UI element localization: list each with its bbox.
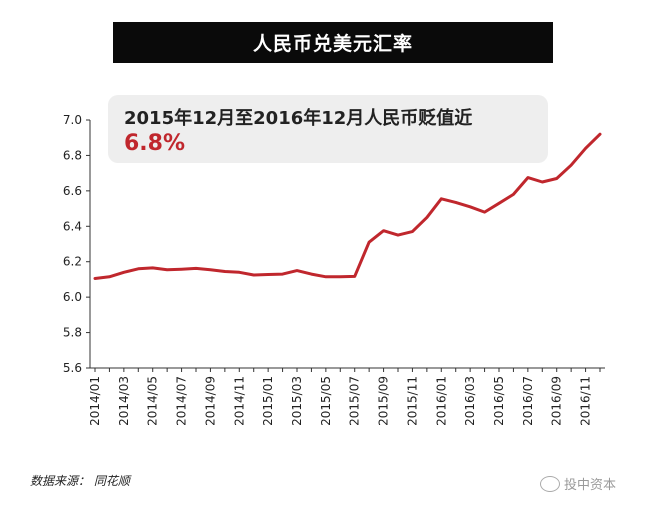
data-point (122, 271, 126, 274)
data-point (512, 193, 515, 196)
x-tick-label: 2014/03 (117, 376, 131, 426)
x-axis: 2014/01 2014/03 2014/05 2014/07 2014/09 2014/… (88, 367, 605, 426)
chart-title-banner: 人民币兑美元汇率 (113, 22, 553, 63)
data-point (584, 147, 587, 150)
data-point (425, 216, 429, 219)
data-point (194, 267, 198, 270)
data-point (367, 241, 371, 244)
x-tick-label: 2016/05 (492, 376, 506, 426)
data-point (266, 273, 270, 276)
data-point (440, 197, 443, 201)
data-point (598, 132, 602, 136)
data-point (151, 266, 154, 270)
data-point (569, 163, 573, 167)
data-point (310, 272, 313, 276)
data-point (396, 233, 400, 237)
chart-title: 人民币兑美元汇率 (252, 33, 413, 55)
data-point (541, 180, 544, 184)
watermark: 投中资本 (540, 474, 616, 493)
data-point (454, 201, 457, 204)
data-point (483, 210, 486, 214)
data-point (526, 176, 530, 179)
x-tick-label: 2015/07 (348, 376, 362, 426)
x-tick-label: 2016/11 (579, 376, 593, 426)
data-point (165, 268, 169, 271)
data-point (223, 270, 227, 273)
data-point (339, 275, 342, 278)
y-tick-label: 6.4 (63, 219, 82, 233)
data-source-note: 数据来源： 同花顺 (30, 474, 130, 488)
y-tick-label: 7.0 (63, 113, 82, 127)
series-layer (93, 132, 602, 280)
x-tick-label: 2015/11 (405, 376, 419, 426)
data-point (281, 272, 284, 276)
callout-text: 2015年12月至2016年12月人民币贬值近 (124, 108, 473, 129)
watermark-text: 投中资本 (564, 478, 617, 493)
data-point (209, 268, 212, 271)
x-tick-label: 2014/07 (175, 376, 189, 426)
data-point (468, 205, 472, 208)
wechat-icon (540, 475, 560, 492)
x-tick-label: 2015/03 (290, 376, 304, 426)
data-point (555, 177, 558, 180)
x-tick-label: 2016/07 (521, 376, 535, 426)
series-line (93, 132, 602, 280)
callout-percentage: 6.8% (124, 131, 186, 156)
y-tick-label: 6.6 (63, 184, 82, 198)
y-tick-label: 5.8 (63, 326, 82, 340)
data-point (382, 229, 385, 232)
x-tick-label: 2014/01 (88, 376, 102, 426)
x-tick-label: 2016/09 (550, 376, 564, 426)
data-point (180, 267, 183, 271)
y-tick-label: 6.8 (63, 148, 82, 162)
data-point (108, 275, 111, 278)
x-tick-label: 2016/03 (463, 376, 477, 426)
x-tick-label: 2015/05 (319, 376, 333, 426)
x-tick-label: 2014/05 (146, 376, 160, 426)
x-tick-label: 2015/01 (261, 376, 275, 426)
x-tick-label: 2014/11 (232, 376, 246, 426)
data-point (497, 202, 501, 205)
y-tick-label: 5.6 (63, 361, 82, 375)
data-point (137, 267, 140, 270)
annotation-callout: 2015年12月至2016年12月人民币贬值近 6.8% (108, 95, 548, 163)
y-tick-label: 6.0 (63, 290, 82, 304)
x-tick-label: 2014/09 (203, 376, 217, 426)
data-point (238, 271, 241, 274)
data-point (93, 277, 97, 280)
y-tick-label: 6.2 (63, 255, 82, 269)
x-tick-label: 2015/09 (377, 376, 391, 426)
data-point (324, 275, 328, 278)
x-tick-label: 2016/01 (434, 376, 448, 426)
data-point (295, 269, 299, 272)
data-point (411, 230, 414, 233)
data-point (353, 275, 356, 278)
y-axis: 5.6 5.8 6.0 6.2 6.4 6.6 6.8 7.0 (63, 113, 91, 375)
data-point (252, 273, 255, 277)
